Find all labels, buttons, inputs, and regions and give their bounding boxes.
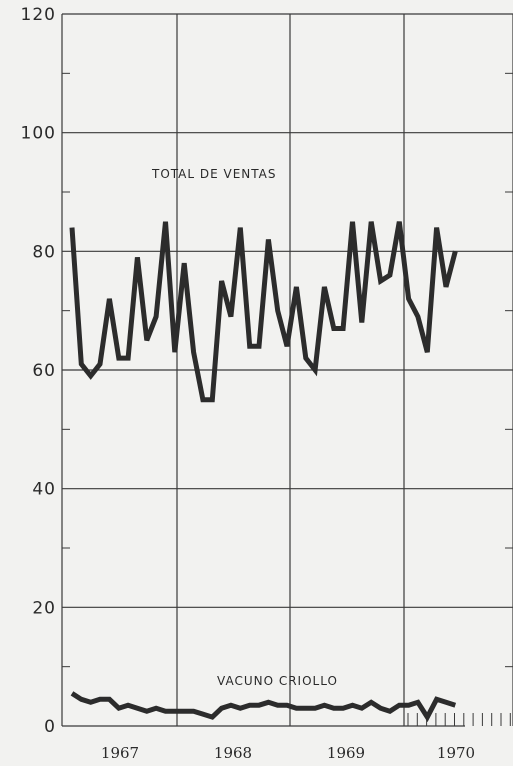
y-tick-label: 120 [21, 5, 56, 25]
y-tick-label: 80 [32, 242, 56, 262]
y-tick-label: 40 [32, 480, 56, 500]
x-tick-label: 1968 [214, 744, 252, 762]
series-lines [69, 221, 458, 723]
y-axis-ticks: 0 20 40 60 80 100 120 [21, 5, 56, 737]
x-tick-label: 1970 [437, 744, 475, 762]
y-tick-label: 100 [21, 124, 56, 144]
series-labels: TOTAL DE VENTAS VACUNO CRIOLLO [151, 167, 338, 688]
y-tick-label: 60 [32, 361, 56, 381]
series-label-total-de-ventas: TOTAL DE VENTAS [151, 167, 277, 181]
series-line-1 [70, 691, 457, 723]
y-tick-label: 0 [44, 717, 56, 737]
grid [61, 13, 513, 727]
series-line-0 [69, 221, 458, 403]
x-tick-label: 1967 [101, 744, 139, 762]
y-tick-label: 20 [32, 598, 56, 618]
x-axis-ticks: 1967 1968 1969 1970 [101, 744, 475, 762]
x-tick-label: 1969 [327, 744, 365, 762]
series-label-vacuno-criollo: VACUNO CRIOLLO [217, 674, 338, 688]
